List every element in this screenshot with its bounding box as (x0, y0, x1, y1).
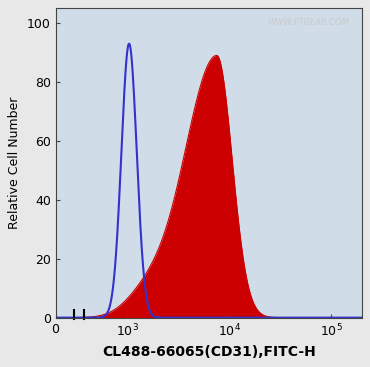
Y-axis label: Relative Cell Number: Relative Cell Number (9, 97, 21, 229)
Text: WWW.PTGLAB.COM: WWW.PTGLAB.COM (268, 18, 349, 27)
X-axis label: CL488-66065(CD31),FITC-H: CL488-66065(CD31),FITC-H (102, 345, 316, 359)
